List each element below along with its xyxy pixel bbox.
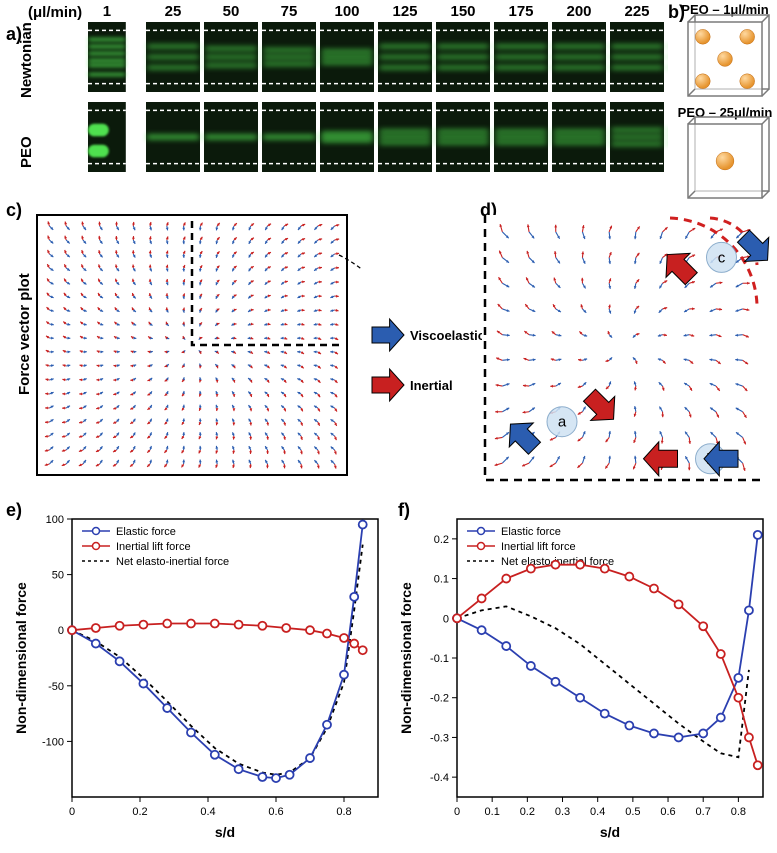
panel-c-side-label: Force vector plot xyxy=(16,273,33,395)
svg-text:1: 1 xyxy=(103,3,111,20)
svg-text:175: 175 xyxy=(508,3,533,20)
panel-cd-legend-svg: Viscoelastic Inertial xyxy=(362,300,482,430)
svg-text:0: 0 xyxy=(454,806,460,818)
svg-text:-0.2: -0.2 xyxy=(430,693,449,705)
svg-text:0.1: 0.1 xyxy=(485,806,500,818)
svg-text:0.8: 0.8 xyxy=(731,806,746,818)
svg-text:s/d: s/d xyxy=(215,824,235,840)
svg-text:-0.3: -0.3 xyxy=(430,732,449,744)
svg-text:225: 225 xyxy=(624,3,649,20)
svg-text:Net elasto-inertial force: Net elasto-inertial force xyxy=(116,556,229,568)
svg-text:0: 0 xyxy=(443,613,449,625)
svg-text:Inertial lift force: Inertial lift force xyxy=(501,541,576,553)
svg-text:Inertial: Inertial xyxy=(410,378,453,393)
panel-f-svg: 0 0.1 0.2 0.3 0.4 0.5 0.6 0.7 0.8 -0.4 -0.3 -0.2 -0.… xyxy=(395,505,775,845)
panel-c-svg xyxy=(32,210,362,490)
svg-text:25: 25 xyxy=(165,3,182,20)
svg-text:-50: -50 xyxy=(48,681,64,693)
svg-text:100: 100 xyxy=(334,3,359,20)
panel-d-svg: abc xyxy=(480,210,770,490)
svg-text:0.3: 0.3 xyxy=(555,806,570,818)
svg-text:150: 150 xyxy=(450,3,475,20)
svg-text:a: a xyxy=(558,414,567,431)
svg-text:100: 100 xyxy=(46,514,64,526)
svg-text:-0.1: -0.1 xyxy=(430,653,449,665)
svg-text:200: 200 xyxy=(566,3,591,20)
svg-text:-100: -100 xyxy=(42,736,64,748)
svg-text:125: 125 xyxy=(392,3,417,20)
svg-text:Inertial lift force: Inertial lift force xyxy=(116,541,191,553)
svg-text:50: 50 xyxy=(52,570,64,582)
panel-e-svg: 0 0.2 0.4 0.6 0.8 -100 -50 0 50 100 s/d Non-dimensi… xyxy=(10,505,390,845)
panel-c-label: c) xyxy=(6,200,22,221)
svg-text:0.6: 0.6 xyxy=(660,806,675,818)
svg-text:0.4: 0.4 xyxy=(590,806,605,818)
svg-text:0: 0 xyxy=(69,806,75,818)
svg-text:-0.4: -0.4 xyxy=(430,772,449,784)
svg-text:0.2: 0.2 xyxy=(132,806,147,818)
svg-text:Non-dimensional force: Non-dimensional force xyxy=(13,582,29,734)
svg-text:0.7: 0.7 xyxy=(696,806,711,818)
svg-text:0.2: 0.2 xyxy=(434,534,449,546)
svg-text:0.2: 0.2 xyxy=(520,806,535,818)
panel-b-svg: PEO – 1μl/minPEO – 25μl/min xyxy=(668,0,777,200)
svg-text:Elastic force: Elastic force xyxy=(116,526,176,538)
panel-a-svg: 1255075100125150175200225250 xyxy=(28,0,668,180)
svg-text:Elastic force: Elastic force xyxy=(501,526,561,538)
svg-text:0.4: 0.4 xyxy=(200,806,215,818)
svg-text:0.8: 0.8 xyxy=(336,806,351,818)
svg-text:0.6: 0.6 xyxy=(268,806,283,818)
svg-text:50: 50 xyxy=(223,3,240,20)
svg-text:0: 0 xyxy=(58,625,64,637)
svg-text:75: 75 xyxy=(281,3,298,20)
svg-text:Viscoelastic: Viscoelastic xyxy=(410,328,482,343)
svg-text:0.5: 0.5 xyxy=(625,806,640,818)
svg-text:s/d: s/d xyxy=(600,824,620,840)
svg-text:0.1: 0.1 xyxy=(434,574,449,586)
svg-text:Non-dimensional force: Non-dimensional force xyxy=(398,582,414,734)
svg-text:c: c xyxy=(718,249,726,266)
